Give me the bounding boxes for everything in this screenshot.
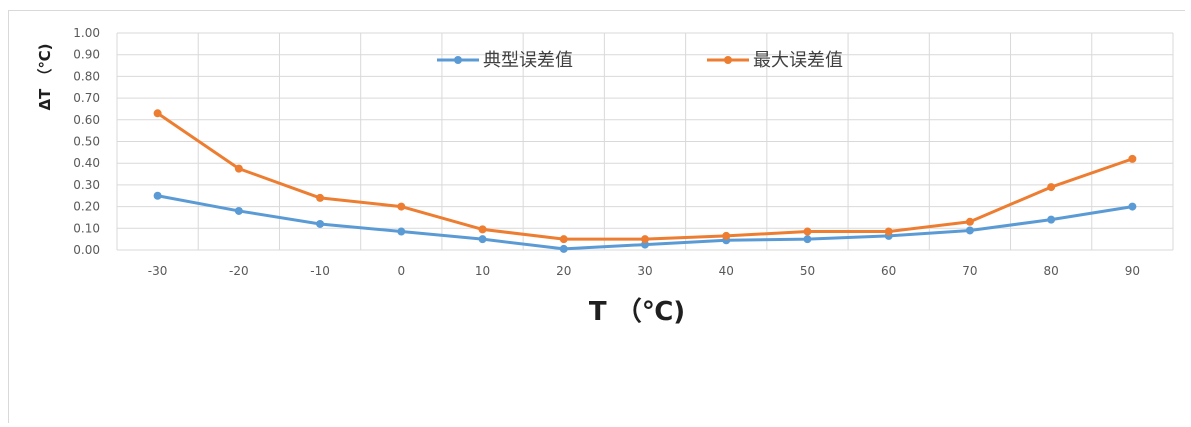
y-tick-label: 0.70 [73,91,100,105]
data-point [397,227,406,236]
y-tick-label: 0.20 [73,200,100,214]
y-tick-label: 0.40 [73,156,100,170]
legend-label-1: 典型误差值 [483,50,573,71]
y-tick-label: 0.30 [73,178,100,192]
x-tick-label: 20 [556,264,571,278]
y-tick-label: 0.50 [73,135,100,149]
x-tick-label: -20 [229,264,249,278]
legend-label-2: 最大误差值 [753,50,843,71]
x-tick-label: 10 [475,264,490,278]
x-tick-label: 0 [397,264,405,278]
data-point [234,164,243,173]
x-tick-label: 70 [962,264,977,278]
legend: 典型误差值 最大误差值 [437,50,843,71]
x-axis-label: T （℃) [589,297,685,327]
data-point [884,227,893,236]
x-tick-label: 50 [800,264,815,278]
y-tick-label: 0.10 [73,221,100,235]
data-point [803,227,812,236]
data-point [316,193,325,202]
chart-frame [8,10,1185,423]
y-tick-label: 0.80 [73,69,100,83]
x-tick-label: 30 [637,264,652,278]
data-point [234,206,243,215]
x-tick-label: 90 [1125,264,1140,278]
data-point [1128,154,1137,163]
data-point [1047,215,1056,224]
y-tick-label: 0.90 [73,48,100,62]
data-point [478,225,487,234]
data-point [965,217,974,226]
data-point [641,235,649,244]
y-tick-label: 0.00 [73,243,100,257]
x-tick-label: -30 [148,264,168,278]
data-point [1047,183,1056,192]
data-point [559,244,568,253]
x-tick-label: 80 [1044,264,1059,278]
data-point [559,235,568,244]
x-axis-ticks: -30 -20 -10 0 10 20 30 40 50 60 70 80 90 [148,264,1140,278]
x-tick-label: -10 [310,264,330,278]
data-point [1128,202,1137,211]
x-tick-label: 40 [719,264,734,278]
y-axis-label: ΔT （℃) [36,43,54,110]
y-tick-label: 0.60 [73,113,100,127]
data-point [153,109,162,118]
data-point [397,202,406,211]
y-axis-ticks: 0.00 0.10 0.20 0.30 0.40 0.50 0.60 0.70 0.80 0.90… [73,26,100,257]
data-point [153,191,162,200]
data-point [478,235,487,244]
data-point [722,231,731,240]
y-tick-label: 1.00 [73,26,100,40]
data-point [965,226,974,235]
x-tick-label: 60 [881,264,896,278]
legend-marker-2 [724,56,732,64]
legend-marker-1 [454,56,462,64]
data-point [316,219,325,228]
series-group [153,109,1137,253]
data-point [803,235,812,244]
